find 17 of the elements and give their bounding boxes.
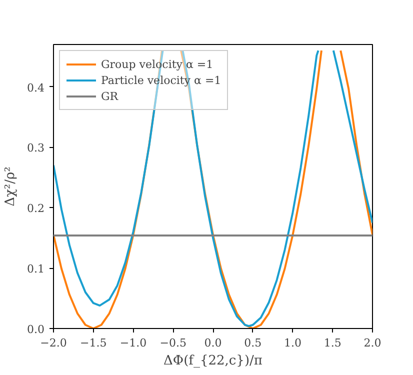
y-tick-label: 0.0 xyxy=(27,323,45,336)
x-tick-label: 0.0 xyxy=(204,336,222,350)
y-tick-label: 0.3 xyxy=(27,142,45,155)
x-axis-title: ΔΦ(f_{22,c})/π xyxy=(164,354,263,368)
x-tick-label: −1.5 xyxy=(80,336,107,350)
x-tick-label: 2.0 xyxy=(364,336,382,350)
legend-label: GR xyxy=(101,89,120,103)
x-tick-label: −1.0 xyxy=(120,336,147,350)
x-tick-label: 0.5 xyxy=(244,336,262,350)
y-axis-title: Δχ²/ρ² xyxy=(3,166,18,206)
x-tick-label: 1.5 xyxy=(324,336,342,350)
y-tick-label: 0.4 xyxy=(27,81,45,94)
y-tick-label: 0.1 xyxy=(27,262,45,276)
x-tick-label: −0.5 xyxy=(160,336,186,350)
y-tick-label: 0.2 xyxy=(27,202,45,216)
x-tick-label: −2.0 xyxy=(40,336,67,350)
x-tick-label: 1.0 xyxy=(284,336,302,350)
